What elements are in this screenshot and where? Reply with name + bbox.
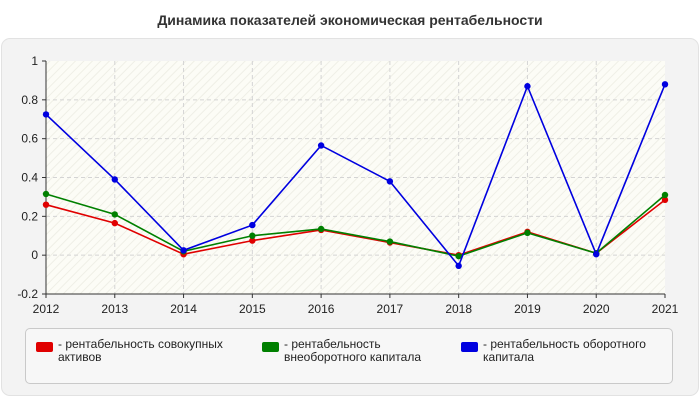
legend-swatch-blue [461,342,478,352]
y-tick-label: 0.8 [21,93,38,107]
data-point[interactable] [249,237,256,244]
legend-swatch-green [262,342,279,352]
x-tick-label: 2018 [445,302,472,316]
grid-lines [46,61,665,294]
data-point[interactable] [386,238,394,245]
x-tick-label: 2016 [308,302,335,316]
series-line-2 [45,83,666,268]
legend: - рентабельность совокупных активов - ре… [25,328,673,384]
x-tick-label: 2014 [170,302,197,316]
y-tick-label: 1 [31,54,38,68]
data-point[interactable] [42,190,50,198]
legend-label: - рентабельность оборотного капитала [483,337,646,364]
data-point[interactable] [111,211,118,218]
y-tick-label: 0.4 [21,171,38,185]
data-point[interactable] [42,111,50,118]
data-point[interactable] [111,176,118,183]
x-tick-label: 2013 [101,302,128,316]
data-point[interactable] [524,83,531,90]
x-tick-label: 2017 [377,302,404,316]
data-point[interactable] [661,196,669,204]
legend-label: - рентабельность совокупных активов [58,337,223,364]
chart-title: Динамика показателей экономическая рента… [157,12,543,28]
legend-label: - рентабельность внеоборотного капитала [284,337,421,364]
y-tick-label: 0.2 [21,209,38,223]
data-point[interactable] [386,178,394,185]
x-tick-label: 2021 [652,302,679,316]
series-group [42,81,669,270]
data-point[interactable] [455,252,462,260]
data-point[interactable] [593,250,600,258]
x-tick-label: 2012 [33,302,60,316]
y-tick-label: 0.6 [21,132,38,146]
x-tick-label: 2019 [514,302,541,316]
data-point[interactable] [455,262,462,270]
data-point[interactable] [111,219,118,227]
data-point[interactable] [42,201,50,208]
legend-swatch-red [36,342,53,352]
series-line-1 [45,193,666,257]
data-point[interactable] [661,81,669,88]
data-point[interactable] [524,229,531,237]
tick-labels: -0.2 0 0.2 0.4 0.6 0.8 1 2012 2013 2014 2015 2016 20… [17,54,678,316]
data-point[interactable] [249,221,256,229]
data-point[interactable] [180,247,187,254]
y-tick-label: -0.2 [17,287,38,301]
x-tick-label: 2020 [583,302,610,316]
data-point[interactable] [317,142,325,149]
y-tick-label: 0 [31,248,38,262]
x-tick-label: 2015 [239,302,266,316]
data-point[interactable] [661,191,669,199]
data-point[interactable] [249,232,256,239]
data-point[interactable] [317,225,325,233]
axes [42,60,666,298]
